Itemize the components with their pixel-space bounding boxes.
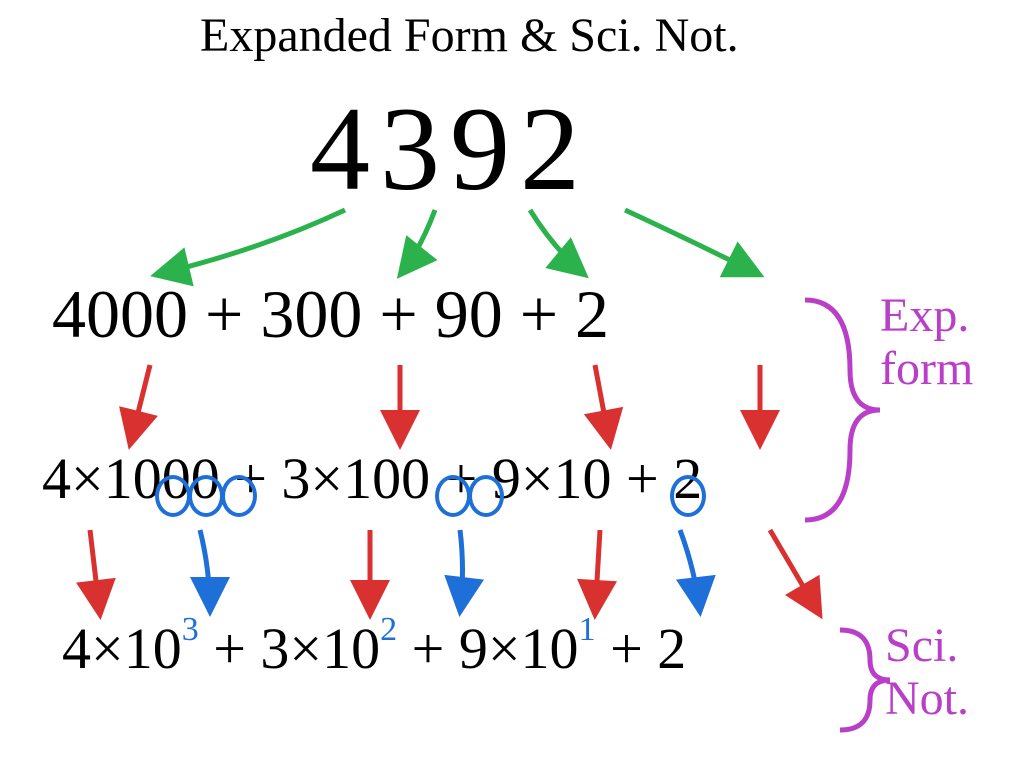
expanded-sum-row: 4000 + 300 + 90 + 2 bbox=[52, 275, 609, 354]
sci-p1: 4×10 bbox=[62, 616, 182, 681]
sci-notation-row: 4×103 + 3×102 + 9×101 + 2 bbox=[62, 615, 686, 682]
main-number: 4392 bbox=[310, 80, 590, 218]
sci-not-label-l2: Not. bbox=[885, 672, 969, 725]
zero-ring bbox=[221, 475, 257, 517]
zero-ring bbox=[468, 475, 504, 517]
title-text: Expanded Form & Sci. Not. bbox=[200, 8, 739, 63]
zero-ring bbox=[155, 475, 191, 517]
zero-ring bbox=[670, 475, 706, 517]
exp-form-label: Exp. form bbox=[880, 290, 973, 396]
sci-p3: + 9×10 bbox=[397, 616, 578, 681]
exp-form-label-l2: form bbox=[880, 342, 973, 395]
exp-form-label-l1: Exp. bbox=[880, 289, 969, 342]
term-4x: 4× bbox=[42, 446, 104, 511]
exponent-1: 1 bbox=[579, 611, 596, 648]
sci-p4: + 2 bbox=[596, 616, 687, 681]
sci-not-label-l1: Sci. bbox=[885, 619, 958, 672]
zero-ring bbox=[188, 475, 224, 517]
exponent-3: 3 bbox=[182, 611, 199, 648]
zero-ring bbox=[435, 475, 471, 517]
sci-not-label: Sci. Not. bbox=[885, 620, 969, 726]
expanded-mult-row: 4×1000 + 3×100 + 9×10 + 2 bbox=[42, 445, 702, 512]
whiteboard-canvas: Expanded Form & Sci. Not. 4392 4000 + 30… bbox=[0, 0, 1024, 768]
term-100: 100 bbox=[343, 446, 430, 511]
sci-p2: + 3×10 bbox=[199, 616, 380, 681]
exponent-2: 2 bbox=[380, 611, 397, 648]
